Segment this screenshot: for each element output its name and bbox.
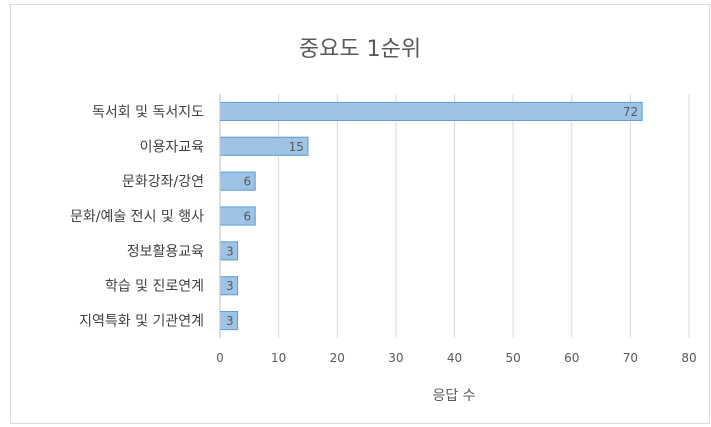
category-label: 문화강좌/강연 bbox=[122, 174, 204, 190]
data-label: 6 bbox=[244, 210, 252, 224]
category-label: 지역특화 및 기관연계 bbox=[79, 314, 204, 330]
x-tick-label: 80 bbox=[681, 351, 696, 365]
x-tick-label: 0 bbox=[216, 351, 224, 365]
chart-frame bbox=[10, 4, 710, 424]
category-label: 이용자교육 bbox=[140, 139, 205, 155]
bar bbox=[219, 101, 643, 121]
chart-title: 중요도 1순위 bbox=[299, 37, 421, 62]
x-tick-label: 70 bbox=[623, 351, 638, 365]
x-tick-label: 30 bbox=[388, 351, 403, 365]
data-label: 15 bbox=[289, 140, 304, 154]
data-label: 3 bbox=[226, 279, 234, 293]
x-tick-label: 40 bbox=[447, 351, 462, 365]
gridlines bbox=[278, 94, 690, 338]
category-label: 독서회 및 독서지도 bbox=[92, 104, 204, 120]
x-tick-label: 60 bbox=[564, 351, 579, 365]
x-tick-label: 20 bbox=[330, 351, 345, 365]
category-label: 정보활용교육 bbox=[127, 244, 204, 260]
data-label: 6 bbox=[244, 175, 252, 189]
x-tick-labels: 0 10 20 30 40 50 60 70 80 bbox=[216, 351, 696, 365]
x-tick-label: 10 bbox=[271, 351, 286, 365]
x-tick-label: 50 bbox=[505, 351, 520, 365]
x-axis-title: 응답 수 bbox=[432, 388, 475, 404]
data-labels: 72 15 6 6 3 3 3 bbox=[226, 105, 638, 328]
data-label: 72 bbox=[623, 105, 638, 119]
category-label: 문화/예술 전시 및 행사 bbox=[70, 209, 204, 225]
bars bbox=[219, 101, 643, 331]
category-label: 학습 및 진로연계 bbox=[105, 279, 204, 295]
data-label: 3 bbox=[226, 314, 234, 328]
data-label: 3 bbox=[226, 244, 234, 258]
